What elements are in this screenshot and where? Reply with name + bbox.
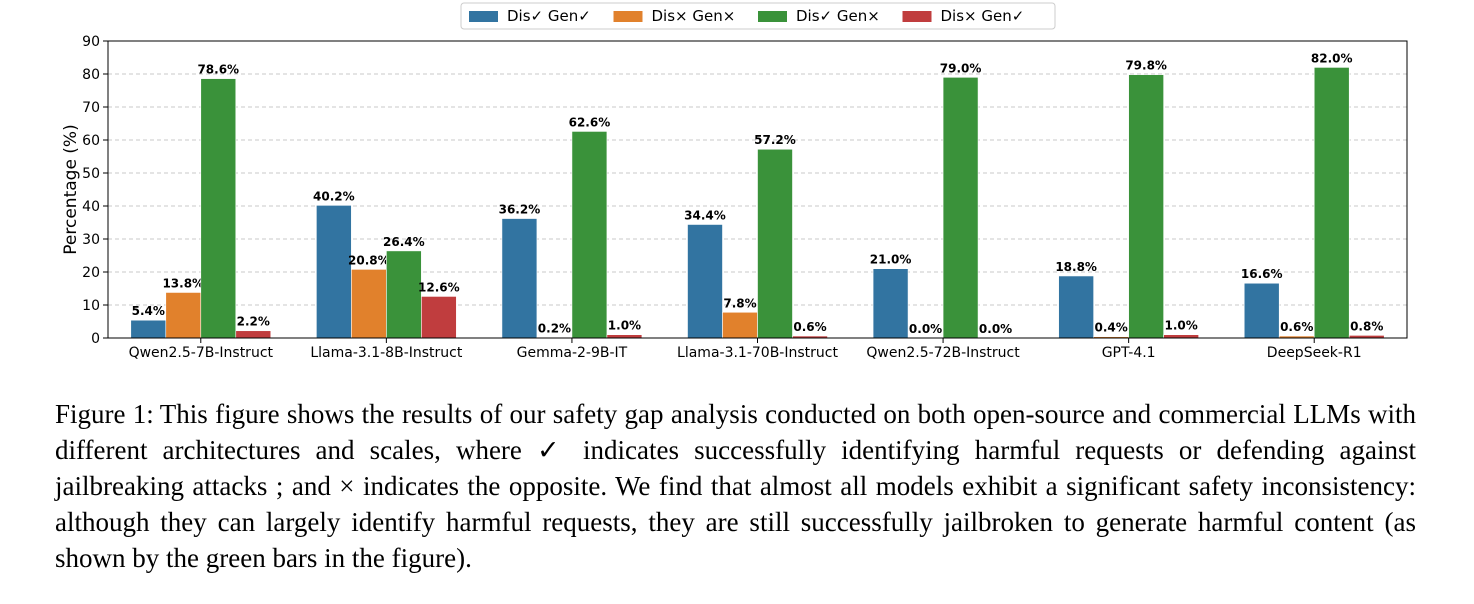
bar xyxy=(571,131,608,339)
legend-label: Dis✓ Gen✓ xyxy=(507,7,591,25)
y-tick-label: 90 xyxy=(82,34,100,50)
x-tick-label: DeepSeek-R1 xyxy=(1267,345,1362,361)
bar xyxy=(200,78,237,339)
bar-value-label: 79.0% xyxy=(940,61,982,75)
bar xyxy=(235,330,272,339)
bar-value-label: 0.0% xyxy=(909,322,942,336)
bar-value-label: 82.0% xyxy=(1311,51,1353,65)
legend-label: Dis× Gen✓ xyxy=(941,7,1025,25)
bar-value-label: 0.8% xyxy=(1350,319,1383,333)
bar-value-label: 0.2% xyxy=(538,321,571,335)
bar-value-label: 2.2% xyxy=(237,315,270,329)
bar-value-label: 0.4% xyxy=(1095,321,1128,335)
x-tick-label: Gemma-2-9B-IT xyxy=(517,345,628,361)
bar-value-label: 0.0% xyxy=(979,322,1012,336)
bar xyxy=(316,205,352,339)
y-tick-label: 60 xyxy=(82,133,100,149)
bar xyxy=(386,250,422,339)
caption-text: This figure shows the results of our saf… xyxy=(55,399,1416,573)
bar-value-label: 0.6% xyxy=(1280,320,1313,334)
legend-swatch xyxy=(469,11,498,22)
bar xyxy=(942,77,979,339)
bar-value-label: 62.6% xyxy=(569,115,611,129)
legend-label: Dis× Gen× xyxy=(652,7,736,25)
bar xyxy=(130,319,167,339)
bar-value-label: 21.0% xyxy=(870,253,912,267)
legend: Dis✓ Gen✓ Dis× Gen× Dis✓ Gen× Dis× Gen✓ xyxy=(460,2,1056,30)
bar xyxy=(165,292,202,339)
y-tick-label: 20 xyxy=(82,265,100,281)
bar-value-label: 7.8% xyxy=(723,296,756,310)
bar xyxy=(1313,67,1350,339)
bar-value-label: 13.8% xyxy=(162,276,204,290)
bar xyxy=(421,296,457,339)
bar-value-label: 20.8% xyxy=(348,253,390,267)
bar-value-label: 34.4% xyxy=(684,208,726,222)
bar xyxy=(687,224,723,339)
y-tick-label: 30 xyxy=(82,232,100,248)
y-tick-label: 0 xyxy=(91,331,100,347)
bar-value-label: 16.6% xyxy=(1241,267,1283,281)
bar-value-label: 1.0% xyxy=(608,319,641,333)
y-tick-label: 50 xyxy=(82,166,100,182)
y-tick-label: 40 xyxy=(82,199,100,215)
bar-chart: 5.4% 13.8% 78.6% 2.2% 40.2% 20.8% 26.4% 12.6% 36… xyxy=(61,2,1408,361)
x-tick-label: Qwen2.5-72B-Instruct xyxy=(866,345,1020,361)
bar xyxy=(501,218,538,339)
x-tick-label: Llama-3.1-70B-Instruct xyxy=(677,345,838,361)
legend-swatch xyxy=(902,11,932,22)
y-tick-label: 80 xyxy=(82,67,100,83)
legend-label: Dis✓ Gen× xyxy=(796,7,880,25)
bar-value-label: 5.4% xyxy=(132,304,165,318)
axes: 0 10 20 30 40 50 60 70 80 90 Qwen2.5-7B-Instruct Ll… xyxy=(82,34,1361,361)
legend-swatch xyxy=(758,11,787,22)
bar xyxy=(722,311,758,339)
bar-value-label: 57.2% xyxy=(754,133,796,147)
bar-value-label: 12.6% xyxy=(418,280,460,294)
bar-value-label: 26.4% xyxy=(383,235,425,249)
bar xyxy=(757,148,793,339)
bar-value-label: 36.2% xyxy=(499,203,541,217)
y-tick-label: 70 xyxy=(82,100,100,116)
bar xyxy=(1243,282,1280,339)
bar xyxy=(1058,275,1094,339)
y-tick-label: 10 xyxy=(82,298,100,314)
bar-value-label: 18.8% xyxy=(1055,260,1097,274)
y-axis-title: Percentage (%) xyxy=(61,124,81,254)
x-tick-label: Qwen2.5-7B-Instruct xyxy=(129,345,274,361)
legend-swatch xyxy=(613,11,643,22)
bar-value-label: 0.6% xyxy=(793,320,826,334)
caption-label: Figure 1: xyxy=(55,399,154,429)
bar-value-label: 78.6% xyxy=(197,63,239,77)
bar xyxy=(351,269,387,339)
bar-value-label: 40.2% xyxy=(313,189,355,203)
bars: 5.4% 13.8% 78.6% 2.2% 40.2% 20.8% 26.4% 12.6% 36… xyxy=(130,51,1385,339)
bar xyxy=(1128,74,1164,339)
x-tick-label: GPT-4.1 xyxy=(1102,345,1156,361)
figure-caption: Figure 1: This figure shows the results o… xyxy=(55,396,1416,576)
bar-value-label: 1.0% xyxy=(1165,319,1198,333)
bar xyxy=(872,268,909,339)
bar-value-label: 79.8% xyxy=(1125,59,1167,73)
x-tick-label: Llama-3.1-8B-Instruct xyxy=(310,345,463,361)
